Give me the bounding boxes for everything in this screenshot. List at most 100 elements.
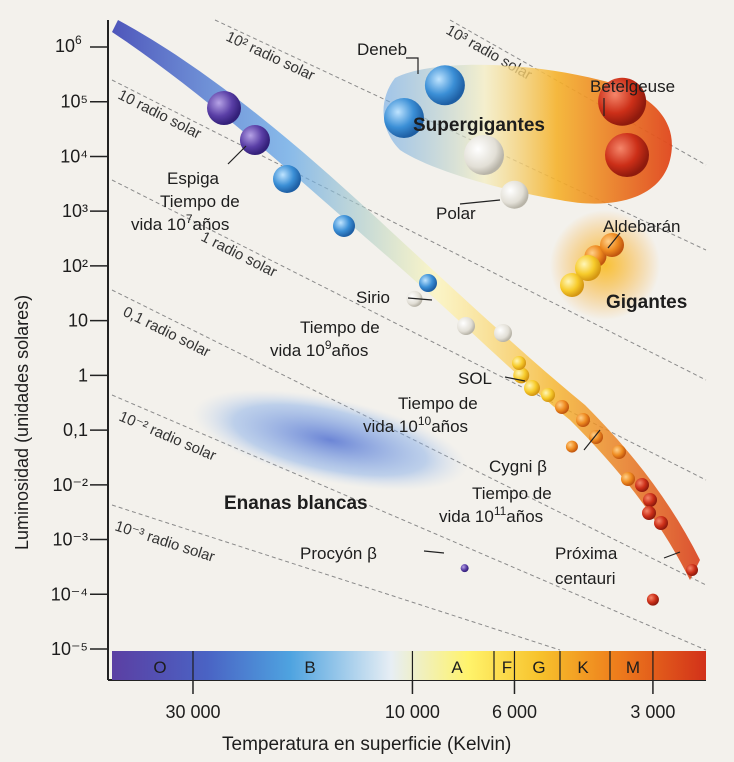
y-tick-label: 10 — [68, 311, 88, 331]
label-procyon: Procyón β — [300, 544, 377, 563]
star-decoration — [576, 413, 590, 427]
label-sol: SOL — [458, 369, 492, 388]
x-axis-title: Temperatura en superficie (Kelvin) — [222, 734, 511, 755]
star-decoration — [541, 388, 555, 402]
star-deneb — [424, 65, 465, 106]
star-decoration — [643, 493, 657, 507]
spectral-class-f: F — [502, 658, 512, 677]
label-deneb: Deneb — [357, 40, 407, 59]
spectral-bar — [112, 651, 706, 680]
star-sol — [513, 367, 530, 384]
label-espiga-life-2: vida 107años — [131, 212, 229, 234]
star-decoration — [273, 165, 301, 193]
star-decoration — [512, 356, 526, 370]
label-sol-life-1: Tiempo de — [398, 394, 478, 413]
aldebaran-leader — [607, 232, 621, 249]
star-espiga — [239, 124, 270, 155]
espiga-leader — [227, 145, 247, 165]
y-tick-label: 10⁻² — [52, 475, 88, 495]
star-betelgeuse — [598, 77, 647, 126]
y-tick-label: 10⁵ — [61, 92, 88, 112]
x-tick-label: 10 000 — [385, 702, 440, 722]
star-decoration — [207, 91, 241, 125]
label-polar: Polar — [436, 204, 476, 223]
sirio-leader — [407, 297, 433, 301]
sol-leader — [504, 376, 526, 382]
label-sirio-life-2: vida 109años — [270, 338, 368, 360]
polar-leader — [459, 199, 501, 205]
label-sol-life-2: vida 1010años — [363, 414, 468, 436]
radius-label: 10² radio solar — [223, 28, 317, 84]
spectral-dividers — [192, 651, 654, 680]
radius-line — [214, 19, 707, 251]
y-tick-label: 10⁴ — [60, 146, 88, 166]
label-gigantes: Gigantes — [606, 292, 687, 313]
cygni-leader — [583, 429, 601, 451]
x-ticks: 30 000 10 000 6 000 3 000 — [165, 680, 675, 722]
star-decoration — [457, 317, 475, 335]
y-tick-label: 10² — [62, 256, 88, 276]
star-decoration — [612, 445, 626, 459]
star-decoration — [524, 380, 540, 396]
y-tick-label: 10⁻⁴ — [51, 584, 88, 604]
y-tick-label: 10⁻³ — [52, 530, 88, 550]
star-decoration — [560, 273, 584, 297]
label-proxima-2: centauri — [555, 569, 615, 588]
star-polar — [500, 180, 529, 209]
y-tick-label: 10³ — [62, 201, 88, 221]
deneb-leader — [406, 57, 419, 74]
leader-lines — [227, 57, 681, 559]
spectral-class-a: A — [451, 658, 463, 677]
label-cygni-life-1: Tiempo de — [472, 484, 552, 503]
y-tick-label-6: 106 — [55, 33, 82, 56]
star-decoration — [589, 430, 603, 444]
spectral-class-m: M — [626, 658, 640, 677]
star-decoration — [419, 274, 437, 292]
radius-label: 10⁻³ radio solar — [113, 518, 217, 566]
label-espiga: Espiga — [167, 169, 220, 188]
y-tick-label: 10⁻⁵ — [51, 639, 88, 659]
star-decoration — [654, 516, 668, 530]
y-tick-label: 1 — [78, 365, 88, 385]
star-decoration — [494, 324, 512, 342]
y-tick-label: 0,1 — [63, 420, 88, 440]
radius-line — [111, 79, 707, 381]
star-decoration — [642, 506, 656, 520]
y-ticks: 10⁵ 10⁴ 10³ 10² 10 1 0,1 10⁻² 10⁻³ 10⁻⁴ 10⁻⁵ — [51, 46, 108, 659]
y-axis-title: Luminosidad (unidades solares) — [12, 295, 32, 550]
star-cygni- — [565, 440, 578, 453]
x-tick-label: 6 000 — [492, 702, 537, 722]
label-betelgeuse: Betelgeuse — [590, 77, 675, 96]
star-próxima-centauri — [646, 593, 659, 606]
star-decoration — [635, 478, 649, 492]
star-decoration — [555, 400, 569, 414]
label-supergigantes: Supergigantes — [413, 115, 545, 136]
white-dwarfs-region — [192, 389, 468, 491]
radius-label: 10 radio solar — [115, 86, 204, 142]
label-cygni: Cygni β — [489, 457, 547, 476]
label-sirio: Sirio — [356, 288, 390, 307]
star-decoration — [575, 255, 601, 281]
spectral-class-o: O — [153, 658, 166, 677]
star-decoration — [600, 233, 624, 257]
label-proxima-1: Próxima — [555, 544, 618, 563]
spectral-class-g: G — [532, 658, 545, 677]
radius-label: 0,1 radio solar — [120, 303, 213, 360]
label-espiga-life-1: Tiempo de — [160, 192, 240, 211]
star-decoration — [621, 472, 635, 486]
star-decoration — [686, 564, 698, 576]
radius-line — [111, 504, 561, 651]
x-tick-label: 3 000 — [630, 702, 675, 722]
star-procyon- — [460, 564, 469, 573]
label-sirio-life-1: Tiempo de — [300, 318, 380, 337]
star-decoration — [333, 215, 355, 237]
star-decoration — [605, 133, 649, 177]
label-enanas-blancas: Enanas blancas — [224, 493, 368, 514]
procyon-leader — [423, 550, 445, 554]
radius-label: 1 radio solar — [198, 228, 279, 280]
x-tick-label: 30 000 — [165, 702, 220, 722]
label-aldebaran: Aldebarán — [603, 217, 681, 236]
